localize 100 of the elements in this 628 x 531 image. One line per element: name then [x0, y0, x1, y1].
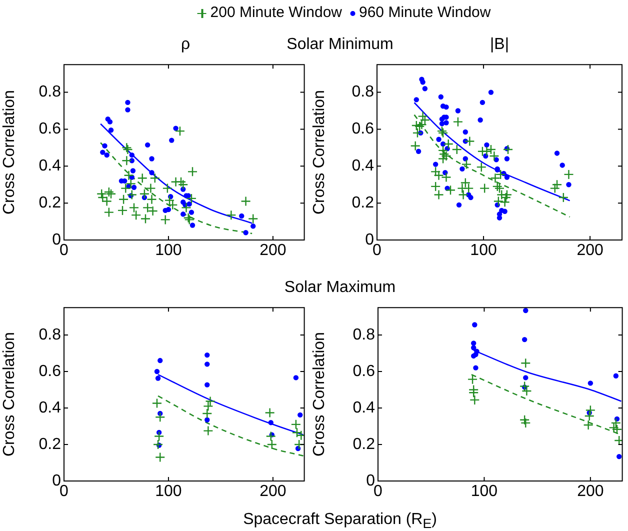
- text: Solar Minimum: [286, 36, 394, 54]
- point: [523, 308, 528, 314]
- y-tick-label: 0.6: [352, 120, 374, 138]
- point: [174, 126, 186, 136]
- point: [149, 156, 154, 162]
- y-tick-label: 0.8: [352, 84, 374, 101]
- legend-label: 960 Minute Window: [359, 4, 491, 21]
- point: [444, 104, 449, 110]
- point: [226, 210, 236, 220]
- point: [414, 97, 420, 102]
- y-tick-label: 0.6: [38, 362, 62, 380]
- point: [155, 452, 166, 462]
- point: [203, 426, 214, 436]
- point: [129, 152, 135, 158]
- point: [122, 156, 132, 166]
- y-tick-label: 0: [366, 472, 376, 490]
- point: [137, 173, 148, 184]
- point: [158, 358, 163, 364]
- point: [410, 140, 420, 151]
- line-series: [157, 395, 304, 456]
- point: [552, 180, 562, 190]
- point: [455, 108, 461, 114]
- point: [464, 136, 475, 146]
- y-tick-label: 0.8: [38, 326, 62, 344]
- point: [500, 192, 511, 203]
- x-tick-label: 200: [260, 242, 286, 260]
- point: [504, 156, 510, 162]
- point: [470, 345, 476, 350]
- point: [176, 176, 186, 187]
- point: [130, 210, 142, 220]
- point: [180, 212, 186, 217]
- point: [125, 107, 130, 112]
- point: [125, 100, 130, 106]
- x-tick-label: 100: [470, 483, 498, 500]
- point: [118, 194, 129, 204]
- point: [124, 170, 134, 180]
- line-series: [414, 114, 570, 218]
- point: [149, 170, 154, 176]
- point: [420, 114, 430, 126]
- point: [102, 143, 108, 148]
- point: [186, 201, 192, 207]
- point: [166, 206, 172, 212]
- point: [108, 128, 114, 133]
- point: [502, 208, 508, 214]
- point: [204, 352, 210, 358]
- point: [584, 410, 594, 422]
- point: [452, 144, 462, 155]
- point: [100, 150, 106, 155]
- point: [434, 170, 444, 180]
- point: [204, 382, 210, 388]
- point: [146, 183, 156, 194]
- point: [461, 159, 472, 170]
- point: [488, 90, 494, 95]
- point: [188, 210, 194, 215]
- point: [468, 388, 479, 398]
- point: [474, 348, 480, 354]
- y-tick-label: 0.4: [352, 399, 376, 416]
- y-tick-label: 0.6: [38, 120, 62, 138]
- point: [155, 376, 161, 381]
- point: [130, 168, 136, 174]
- chart-title: |B|: [490, 36, 509, 54]
- point: [131, 184, 137, 190]
- point: [476, 162, 486, 172]
- point: [204, 362, 210, 367]
- point: [523, 375, 528, 380]
- point: [438, 154, 448, 164]
- y-tick-label: 0.4: [352, 158, 374, 175]
- point: [585, 405, 596, 416]
- x-tick-label: 100: [470, 242, 497, 260]
- point: [502, 190, 512, 200]
- point: [107, 119, 113, 124]
- point: [418, 111, 428, 122]
- legend-label: 200 Minute Window: [210, 4, 342, 21]
- x-tick-label: 200: [577, 483, 604, 500]
- point: [117, 205, 128, 216]
- point: [155, 412, 166, 422]
- point: [522, 336, 528, 342]
- point: [479, 183, 490, 194]
- point: [470, 340, 476, 346]
- line-series: [100, 142, 253, 234]
- point: [492, 181, 502, 192]
- point: [441, 172, 452, 182]
- point: [564, 169, 574, 180]
- point: [290, 419, 302, 430]
- x-tick-label: 100: [155, 483, 182, 500]
- point: [430, 181, 441, 192]
- x-axis-title: Spacecraft Separation (R$_{E}$): [243, 511, 437, 531]
- point: [610, 418, 622, 428]
- y-tick-label: 0.8: [352, 326, 376, 344]
- y-axis-title: Cross Correlation: [311, 90, 328, 215]
- point: [293, 375, 299, 380]
- point: [462, 156, 468, 162]
- point: [504, 174, 510, 180]
- point: [495, 169, 506, 180]
- y-axis-title: Cross Correlation: [1, 90, 18, 215]
- point: [240, 196, 251, 206]
- point: [480, 100, 486, 106]
- y-tick-label: 0.2: [352, 436, 376, 453]
- point: [438, 94, 444, 100]
- y-tick-label: 0.2: [38, 194, 62, 212]
